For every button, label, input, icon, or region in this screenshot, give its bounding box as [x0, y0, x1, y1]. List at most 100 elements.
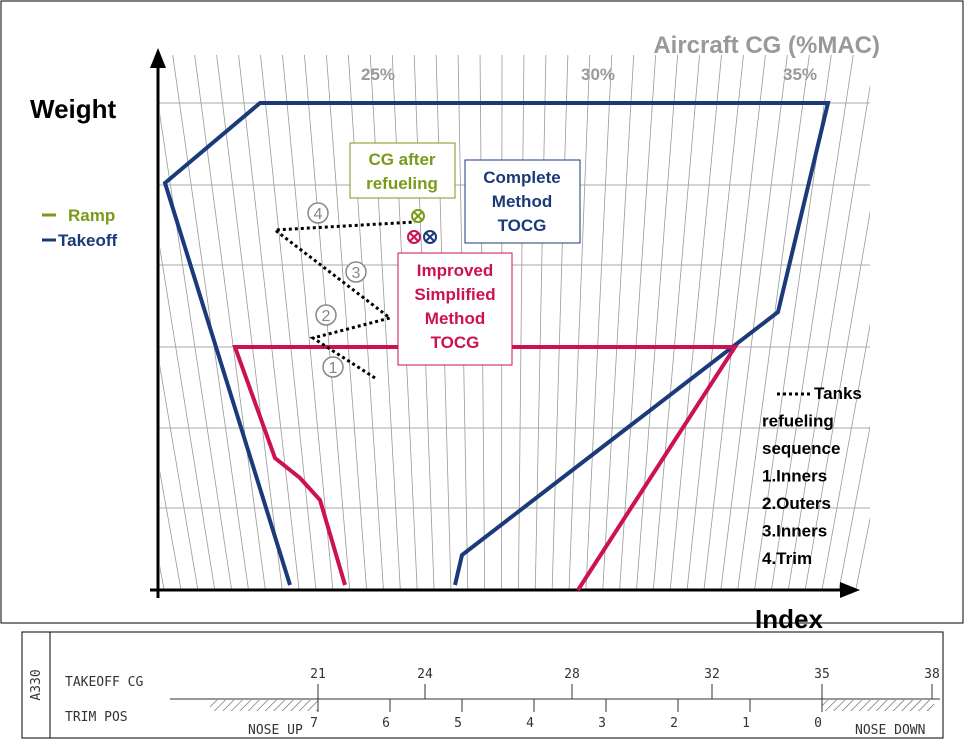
- trim-tick-label: 3: [598, 716, 606, 731]
- x-arrow: [840, 582, 860, 598]
- cg-line: [325, 55, 367, 590]
- cg-markers: [407, 209, 437, 244]
- cg-line: [40, 50, 147, 590]
- cg-line: [534, 55, 547, 590]
- cg-line: [602, 55, 635, 590]
- cg-tick-label: 35: [814, 667, 830, 682]
- cg-line: [160, 246, 216, 590]
- cg-line: [821, 323, 870, 590]
- cg-line: [686, 55, 744, 590]
- step-circle: [322, 356, 344, 378]
- hatch: [822, 700, 934, 711]
- legend-text: refueling: [762, 412, 834, 431]
- step-label: 2: [322, 308, 331, 325]
- cg-line: [737, 55, 810, 590]
- trim-tick-label: 1: [742, 716, 750, 731]
- cg-label: 25%: [361, 65, 395, 84]
- cg-line: [585, 55, 613, 590]
- aircraft-label: A330: [29, 669, 44, 700]
- cg-line: [260, 55, 317, 590]
- trim-tick-label: 0: [814, 716, 822, 731]
- legend-text: Tanks: [814, 384, 862, 403]
- trim-tick-label: 7: [310, 716, 318, 731]
- y-label: Weight: [30, 94, 117, 124]
- cg-line: [855, 516, 870, 590]
- step-circle: [345, 261, 367, 283]
- cg-line: [551, 55, 569, 590]
- cg-line: [282, 55, 334, 590]
- cg-line: [771, 55, 854, 590]
- cg-line: [160, 364, 199, 590]
- complete-envelope: [162, 101, 831, 586]
- step-circle: [307, 202, 329, 224]
- nose-down: NOSE DOWN: [855, 723, 925, 738]
- x-label: Index: [755, 604, 823, 634]
- cg-label: 35%: [783, 65, 817, 84]
- step-label: 3: [352, 265, 361, 282]
- cg-line: [518, 55, 525, 590]
- cg-line: [838, 424, 870, 590]
- cg-label: 30%: [581, 65, 615, 84]
- cg-tick-label: 38: [924, 667, 940, 682]
- cg-line: [804, 210, 870, 590]
- y-arrow: [150, 48, 166, 68]
- cg-line: [652, 55, 700, 590]
- legend-text: 1.Inners: [762, 467, 827, 486]
- row2: TRIM POS: [65, 710, 128, 725]
- cg-tick-label: 28: [564, 667, 580, 682]
- cg-line: [669, 55, 722, 590]
- frame: [0, 0, 964, 624]
- step-circle: [315, 304, 337, 326]
- box-text: Complete: [483, 168, 560, 187]
- row1: TAKEOFF CG: [65, 675, 143, 690]
- cg-line: [160, 565, 165, 590]
- cg-line: [636, 55, 679, 590]
- cg-line: [238, 55, 300, 590]
- cg-line: [172, 55, 249, 590]
- box-text: Simplified: [414, 285, 495, 304]
- legend-text: sequence: [762, 439, 840, 458]
- cg-line: [720, 55, 788, 590]
- refuel-path: [270, 220, 416, 380]
- cg-tick-label: 21: [310, 667, 326, 682]
- cg-line: [160, 113, 233, 590]
- cg-tick-label: 24: [417, 667, 433, 682]
- cg-line: [787, 84, 870, 590]
- box-text: Method: [492, 192, 552, 211]
- step-label: 4: [314, 206, 323, 223]
- cg-line: [703, 55, 766, 590]
- box-text: TOCG: [498, 216, 547, 235]
- box-text: Improved: [417, 261, 494, 280]
- hatch: [210, 700, 318, 711]
- improved-box: [397, 252, 513, 366]
- box-text: refueling: [366, 174, 438, 193]
- cg-line: [369, 55, 401, 590]
- cg-line: [194, 55, 266, 590]
- box-text: CG after: [368, 150, 435, 169]
- box-text: TOCG: [431, 333, 480, 352]
- takeoff-label: Takeoff: [58, 231, 118, 250]
- trim-tick-label: 2: [670, 716, 678, 731]
- legend-text: 3.Inners: [762, 522, 827, 541]
- trim-frame: [21, 631, 944, 739]
- cg-line: [568, 55, 591, 590]
- cg-after-box: [349, 142, 456, 199]
- nose-up: NOSE UP: [248, 723, 303, 738]
- cg-tick-label: 32: [704, 667, 720, 682]
- cg-line: [347, 55, 384, 590]
- legend-text: 4.Trim: [762, 549, 812, 568]
- trim-tick-label: 5: [454, 716, 462, 731]
- improved-envelope: [232, 345, 739, 592]
- cg-line: [216, 55, 283, 590]
- cg-title: Aircraft CG (%MAC): [653, 32, 880, 59]
- cg-line: [160, 470, 182, 590]
- cg-lines: [40, 50, 870, 590]
- trim-tick-label: 4: [526, 716, 534, 731]
- box-text: Method: [425, 309, 485, 328]
- cg-line: [619, 55, 657, 590]
- step-label: 1: [329, 360, 338, 377]
- legend-text: 2.Outers: [762, 494, 831, 513]
- trim-tick-label: 6: [382, 716, 390, 731]
- axes: [150, 60, 845, 598]
